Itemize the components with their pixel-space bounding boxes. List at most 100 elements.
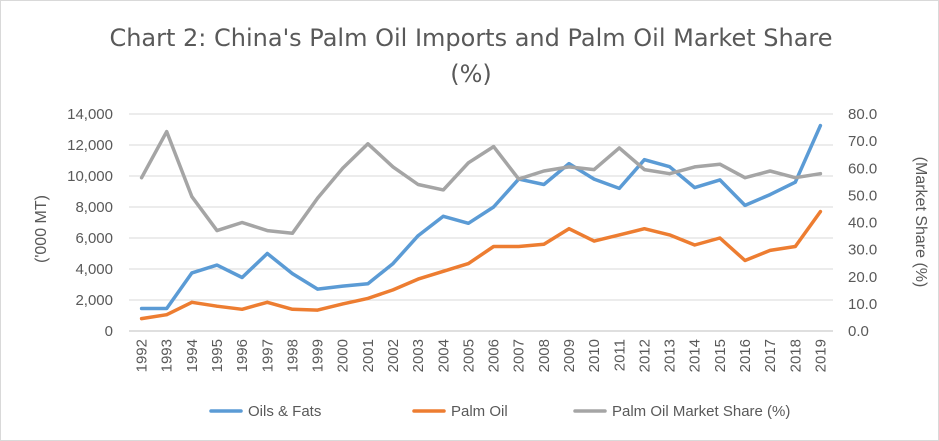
data-point bbox=[818, 172, 822, 176]
chart-title: Chart 2: China's Palm Oil Imports and Pa… bbox=[109, 24, 832, 52]
x-tick-label: 2007 bbox=[511, 339, 528, 372]
data-point bbox=[818, 210, 822, 214]
data-point bbox=[818, 124, 822, 128]
data-point bbox=[466, 262, 470, 266]
left-tick-label: 6,000 bbox=[75, 230, 113, 247]
x-tick-label: 1994 bbox=[184, 339, 201, 372]
x-tick-label: 2009 bbox=[561, 339, 578, 372]
data-point bbox=[240, 307, 244, 311]
data-point bbox=[190, 271, 194, 275]
legend-item: Oils & Fats bbox=[209, 403, 321, 420]
x-tick-label: 2006 bbox=[486, 339, 503, 372]
data-point bbox=[140, 307, 144, 311]
data-point bbox=[567, 165, 571, 169]
left-tick-label: 14,000 bbox=[67, 106, 113, 123]
x-tick-label: 2015 bbox=[712, 339, 729, 372]
legend-label: Palm Oil bbox=[451, 403, 508, 420]
series-palm-oil-market-share bbox=[139, 129, 823, 236]
data-point bbox=[668, 233, 672, 237]
data-point bbox=[441, 269, 445, 273]
data-point bbox=[316, 287, 320, 291]
data-point bbox=[668, 165, 672, 169]
chart-title-line-2: (%) bbox=[450, 60, 492, 88]
data-point bbox=[215, 229, 219, 233]
data-point bbox=[140, 317, 144, 321]
x-tick-label: 2004 bbox=[435, 339, 452, 372]
data-point bbox=[492, 245, 496, 249]
legend-item: Palm Oil bbox=[412, 403, 508, 420]
data-point bbox=[341, 302, 345, 306]
right-tick-label: 60.0 bbox=[848, 160, 877, 177]
left-tick-label: 2,000 bbox=[75, 292, 113, 309]
left-tick-label: 4,000 bbox=[75, 261, 113, 278]
data-point bbox=[416, 234, 420, 238]
data-point bbox=[391, 288, 395, 292]
data-point bbox=[718, 162, 722, 166]
data-point bbox=[718, 236, 722, 240]
data-point bbox=[718, 178, 722, 182]
x-tick-label: 1997 bbox=[259, 339, 276, 372]
series-line-oils-fats bbox=[139, 123, 823, 311]
data-point bbox=[240, 221, 244, 224]
data-point bbox=[567, 227, 571, 231]
data-point bbox=[743, 203, 747, 207]
data-point bbox=[416, 277, 420, 281]
data-point bbox=[140, 176, 144, 180]
data-point bbox=[542, 169, 546, 173]
right-axis-title: (Market Share (%) bbox=[912, 157, 929, 288]
data-point bbox=[190, 300, 194, 304]
x-tick-label: 2012 bbox=[636, 339, 653, 372]
x-tick-label: 1993 bbox=[159, 339, 176, 372]
data-point bbox=[165, 307, 169, 311]
data-point bbox=[466, 221, 470, 225]
data-point bbox=[441, 214, 445, 218]
data-point bbox=[290, 307, 294, 311]
left-axis-ticks: 0 2,000 4,000 6,000 8,000 10,000 12,000 14,000 bbox=[67, 106, 113, 340]
data-point bbox=[466, 161, 470, 165]
data-point bbox=[517, 245, 521, 249]
data-point bbox=[617, 233, 621, 237]
data-point bbox=[617, 146, 621, 150]
data-point bbox=[215, 263, 219, 267]
data-point bbox=[316, 308, 320, 312]
data-point bbox=[542, 183, 546, 187]
x-tick-label: 2000 bbox=[335, 339, 352, 372]
x-tick-label: 1999 bbox=[310, 339, 327, 372]
data-point bbox=[668, 172, 672, 176]
data-point bbox=[240, 276, 244, 280]
x-tick-label: 2016 bbox=[737, 339, 754, 372]
right-tick-label: 70.0 bbox=[848, 133, 877, 150]
data-point bbox=[693, 165, 697, 169]
data-point bbox=[642, 158, 646, 162]
right-tick-label: 10.0 bbox=[848, 296, 877, 313]
right-axis-ticks: 0.0 10.0 20.0 30.0 40.0 50.0 60.0 70.0 80.0 bbox=[848, 106, 877, 340]
x-tick-label: 2013 bbox=[662, 339, 679, 372]
series-layer bbox=[139, 123, 823, 321]
legend: Oils & Fats Palm Oil Palm Oil Market Share… bbox=[209, 403, 790, 420]
left-tick-label: 0 bbox=[105, 323, 113, 340]
data-point bbox=[366, 282, 370, 286]
left-axis-title: ('000 MT) bbox=[33, 195, 50, 263]
data-point bbox=[391, 165, 395, 169]
x-tick-label: 1995 bbox=[209, 339, 226, 372]
data-point bbox=[743, 176, 747, 180]
right-tick-label: 50.0 bbox=[848, 187, 877, 204]
data-point bbox=[693, 186, 697, 190]
data-point bbox=[316, 196, 320, 200]
x-tick-label: 2014 bbox=[687, 339, 704, 372]
legend-item: Palm Oil Market Share (%) bbox=[573, 403, 790, 420]
data-point bbox=[768, 193, 772, 197]
x-tick-label: 2011 bbox=[611, 339, 628, 371]
x-tick-label: 2019 bbox=[812, 339, 829, 372]
data-point bbox=[492, 205, 496, 209]
legend-label: Palm Oil Market Share (%) bbox=[612, 403, 790, 420]
data-point bbox=[793, 176, 797, 180]
x-tick-label: 2001 bbox=[360, 339, 377, 372]
data-point bbox=[391, 262, 395, 266]
gridlines bbox=[129, 113, 833, 332]
data-point bbox=[517, 177, 521, 181]
right-tick-label: 30.0 bbox=[848, 242, 877, 259]
data-point bbox=[165, 313, 169, 317]
data-point bbox=[341, 166, 345, 170]
